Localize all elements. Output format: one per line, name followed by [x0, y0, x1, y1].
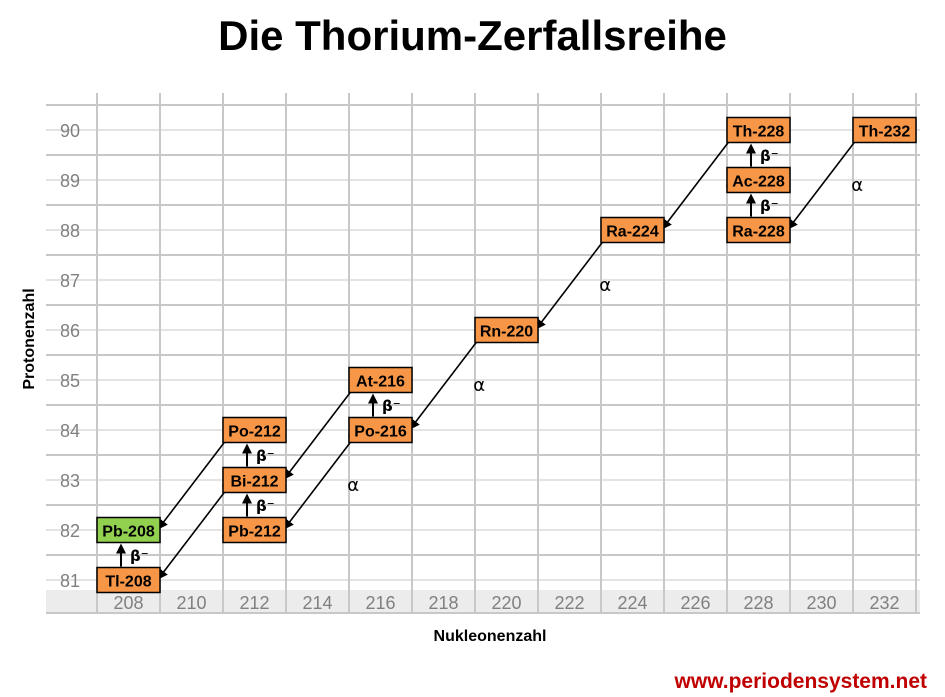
nuclide-box-po-216: Po-216 [348, 416, 413, 444]
y-tick-label: 88 [60, 221, 80, 241]
nuclide-box-bg [222, 516, 287, 544]
y-tick-label: 86 [60, 321, 80, 341]
nuclide-box-th-228: Th-228 [726, 116, 791, 144]
nuclide-box-ra-224: Ra-224 [600, 216, 665, 244]
alpha-arrow [157, 441, 226, 530]
y-tick-label: 83 [60, 471, 80, 491]
nuclide-box-bg [222, 466, 287, 494]
x-tick-label: 218 [428, 593, 458, 613]
alpha-arrow [535, 241, 604, 330]
x-tick-label: 226 [680, 593, 710, 613]
nuclide-box-bg [726, 216, 791, 244]
nuclide-label: Pb-208 [102, 524, 155, 541]
y-tick-label: 90 [60, 121, 80, 141]
nuclide-label: Th-232 [859, 124, 911, 141]
nuclide-label: Ra-224 [606, 224, 659, 241]
nuclide-box-bg [96, 516, 161, 544]
alpha-label: α [347, 475, 359, 496]
alpha-label: α [473, 375, 485, 396]
nuclide-label: Rn-220 [480, 324, 533, 341]
nuclide-label: Ra-228 [732, 224, 785, 241]
nuclide-box-rn-220: Rn-220 [474, 316, 539, 344]
nuclide-box-ra-228: Ra-228 [726, 216, 791, 244]
nuclide-label: Pb-212 [228, 524, 281, 541]
x-tick-label: 216 [365, 593, 395, 613]
beta-label: β⁻ [760, 147, 779, 165]
nuclide-label: Tl-208 [105, 574, 151, 591]
y-tick-label: 85 [60, 371, 80, 391]
x-tick-label: 210 [176, 593, 206, 613]
nuclide-box-bi-212: Bi-212 [222, 466, 287, 494]
nuclide-box-at-216: At-216 [348, 366, 413, 394]
x-tick-label: 224 [617, 593, 647, 613]
x-tick-label: 212 [239, 593, 269, 613]
y-tick-label: 82 [60, 521, 80, 541]
nuclide-box-pb-208: Pb-208 [96, 516, 161, 544]
x-tick-label: 220 [491, 593, 521, 613]
nuclide-box-bg [726, 116, 791, 144]
alpha-label: α [851, 175, 863, 196]
y-tick-band [46, 105, 97, 590]
beta-label: β⁻ [256, 497, 275, 515]
nuclide-box-po-212: Po-212 [222, 416, 287, 444]
y-tick-label: 81 [60, 571, 80, 591]
nuclide-label: At-216 [356, 374, 405, 391]
alpha-arrow [661, 141, 730, 230]
nuclide-box-th-232: Th-232 [852, 116, 917, 144]
nuclide-label: Th-228 [733, 124, 785, 141]
y-tick-label: 87 [60, 271, 80, 291]
nuclide-box-bg [852, 116, 917, 144]
x-tick-label: 232 [869, 593, 899, 613]
nuclide-box-bg [222, 416, 287, 444]
nuclide-box-tl-208: Tl-208 [96, 566, 161, 594]
x-axis-label: Nukleonenzahl [433, 628, 547, 645]
x-tick-band [46, 590, 920, 613]
nuclide-box-bg [96, 566, 161, 594]
x-tick-label: 208 [113, 593, 143, 613]
x-tick-label: 214 [302, 593, 332, 613]
alpha-arrow [283, 441, 352, 530]
nuclide-box-bg [348, 416, 413, 444]
y-tick-label: 89 [60, 171, 80, 191]
nuclide-box-bg [348, 366, 413, 394]
beta-label: β⁻ [382, 397, 401, 415]
nuclide-label: Bi-212 [230, 474, 278, 491]
x-tick-label: 222 [554, 593, 584, 613]
beta-label: β⁻ [760, 197, 779, 215]
nuclide-box-bg [474, 316, 539, 344]
nuclide-box-pb-212: Pb-212 [222, 516, 287, 544]
nuclide-label: Po-212 [228, 424, 281, 441]
y-tick-label: 84 [60, 421, 80, 441]
alpha-arrow [409, 341, 478, 430]
nuclide-label: Po-216 [354, 424, 407, 441]
beta-label: β⁻ [130, 547, 149, 565]
alpha-arrow [787, 141, 856, 230]
page-title: Die Thorium-Zerfallsreihe [218, 12, 727, 59]
nuclide-box-bg [600, 216, 665, 244]
alpha-arrow [283, 391, 352, 480]
alpha-label: α [599, 275, 611, 296]
nuclide-box-bg [726, 166, 791, 194]
x-tick-label: 228 [743, 593, 773, 613]
y-axis-label: Protonenzahl [21, 288, 38, 390]
source-url: www.periodensystem.net [674, 670, 927, 693]
nuclide-label: Ac-228 [732, 174, 785, 191]
alpha-arrow [157, 491, 226, 580]
x-tick-label: 230 [806, 593, 836, 613]
beta-label: β⁻ [256, 447, 275, 465]
nuclide-box-ac-228: Ac-228 [726, 166, 791, 194]
